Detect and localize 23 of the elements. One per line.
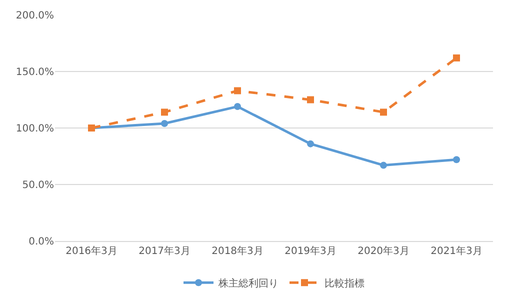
x-tick-label: 2017年3月 xyxy=(138,245,190,257)
point xyxy=(234,103,241,110)
y-tick-label: 50.0% xyxy=(22,180,54,191)
x-tick-label: 2019年3月 xyxy=(284,245,336,257)
point xyxy=(307,96,314,104)
point xyxy=(380,108,387,116)
point xyxy=(161,108,168,116)
point xyxy=(453,156,460,164)
x-tick-label: 2021年3月 xyxy=(430,245,482,257)
y-tick-label: 200.0% xyxy=(16,10,54,22)
x-tick-label: 2016年3月 xyxy=(66,245,118,257)
point xyxy=(234,87,241,94)
x-tick-label: 2020年3月 xyxy=(358,245,410,257)
legend-label: 株主総利回り xyxy=(218,278,278,290)
point xyxy=(380,162,387,169)
x-tick-label: 2018年3月 xyxy=(212,245,264,257)
y-tick-label: 0.0% xyxy=(28,236,54,248)
point xyxy=(161,120,168,127)
point xyxy=(307,140,314,148)
y-tick-label: 150.0% xyxy=(16,67,54,78)
legend-label: 比較指標 xyxy=(324,278,364,290)
y-tick-label: 100.0% xyxy=(16,124,54,134)
point xyxy=(453,54,460,62)
